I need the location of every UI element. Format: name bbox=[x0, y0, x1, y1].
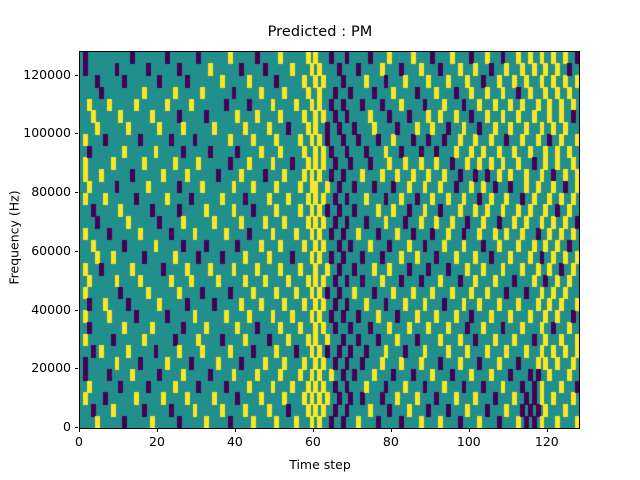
x-tick-label: 80 bbox=[382, 434, 399, 449]
x-axis-label: Time step bbox=[289, 457, 351, 472]
y-tick-label: 100000 bbox=[23, 125, 71, 141]
x-tick-mark bbox=[234, 428, 236, 432]
y-axis-label: Frequency (Hz) bbox=[6, 190, 22, 285]
y-tick-mark bbox=[74, 192, 78, 193]
x-tick-mark bbox=[468, 428, 470, 432]
x-tick-mark bbox=[312, 428, 314, 432]
y-tick-mark bbox=[74, 74, 78, 76]
x-tick-mark bbox=[79, 428, 80, 432]
y-tick-label: 60000 bbox=[31, 242, 71, 258]
y-tick-mark bbox=[74, 427, 78, 428]
x-tick-label: 40 bbox=[226, 434, 243, 449]
x-tick-mark bbox=[390, 428, 392, 432]
x-tick-label: 100 bbox=[456, 434, 481, 449]
x-tick-mark bbox=[156, 428, 158, 432]
x-tick-label: 20 bbox=[149, 434, 165, 449]
y-tick-label: 40000 bbox=[31, 301, 71, 317]
heatmap-canvas bbox=[80, 52, 579, 428]
y-tick-label: 20000 bbox=[31, 360, 71, 376]
y-tick-mark bbox=[74, 309, 78, 311]
y-tick-label: 80000 bbox=[31, 184, 71, 199]
x-tick-label: 120 bbox=[534, 434, 559, 449]
y-tick-mark bbox=[74, 250, 78, 252]
y-tick-mark bbox=[74, 368, 78, 370]
y-tick-label: 0 bbox=[63, 419, 71, 434]
y-tick-mark bbox=[74, 133, 78, 135]
y-tick-label: 120000 bbox=[23, 66, 71, 82]
x-tick-label: 0 bbox=[75, 434, 83, 449]
page-title: Predicted : PM bbox=[267, 24, 373, 40]
x-tick-mark bbox=[546, 428, 548, 432]
heatmap-plot-area bbox=[79, 51, 580, 429]
x-tick-label: 60 bbox=[304, 434, 321, 449]
